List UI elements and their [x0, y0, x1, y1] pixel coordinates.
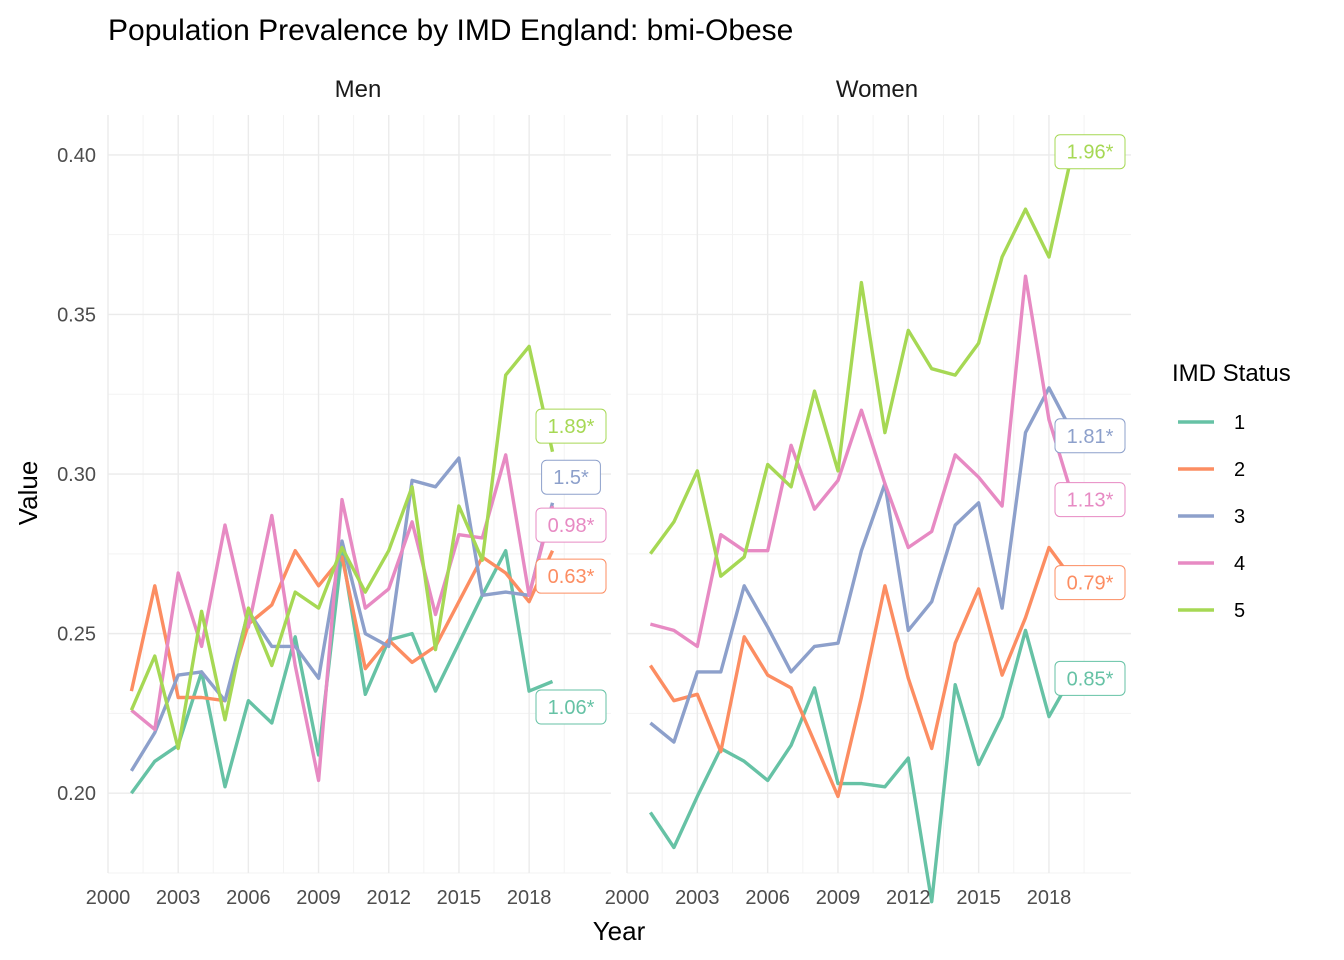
x-tick-label: 2018: [1027, 887, 1072, 909]
x-tick-label: 2000: [605, 887, 650, 909]
legend-label-5: 5: [1234, 600, 1245, 622]
x-tick-label: 2006: [745, 887, 790, 909]
x-tick-label: 2018: [507, 887, 552, 909]
annotation-box: [541, 459, 601, 495]
annotation-text: 0.63*: [548, 566, 595, 588]
annotation-text: 0.79*: [1067, 573, 1114, 595]
y-tick-label: 0.35: [57, 304, 96, 326]
x-tick-label: 2003: [156, 887, 201, 909]
chart-title: Population Prevalence by IMD England: bm…: [108, 14, 793, 47]
annotation-text: 0.98*: [548, 515, 595, 537]
series-line-5: [649, 151, 1075, 578]
legend-title: IMD Status: [1172, 360, 1291, 387]
y-axis-title: Value: [13, 461, 43, 526]
x-tick-label: 2003: [675, 887, 720, 909]
panel-women: 0.85* 0.79* 1.81* 1.13* 1.96*: [626, 115, 1131, 904]
legend-label-3: 3: [1234, 506, 1245, 528]
y-tick-label: 0.20: [57, 783, 96, 805]
annotation-label-5: 1.96*: [1054, 134, 1126, 170]
annotation-box: [1054, 418, 1126, 454]
y-tick-label: 0.40: [57, 145, 96, 167]
annotation-box: [535, 408, 607, 444]
annotation-text: 1.06*: [548, 697, 595, 719]
annotation-label-4: 1.13*: [1054, 482, 1126, 518]
series-line-2: [648, 545, 1074, 799]
annotation-label-3: 1.81*: [1054, 418, 1126, 454]
annotation-label-2: 0.79*: [1054, 565, 1126, 601]
annotation-box: [1054, 134, 1126, 170]
annotation-box: [1054, 565, 1126, 601]
y-axis-ticks: 0.20 0.25 0.30 0.35 0.40: [57, 145, 96, 805]
facet-strip-women: Women: [836, 76, 918, 103]
annotation-label-1: 1.06*: [535, 689, 607, 725]
legend-label-2: 2: [1234, 459, 1245, 481]
x-axis-title: Year: [593, 916, 646, 946]
annotation-text: 0.85*: [1067, 668, 1114, 690]
annotation-box: [535, 689, 607, 725]
x-axis-ticks: 2000 2003 2006 2009 2012 2015 2018 2000 2003 2006…: [86, 887, 1071, 909]
annotation-box: [535, 558, 607, 594]
series-line-5: [129, 344, 555, 751]
annotation-text: 1.96*: [1067, 142, 1114, 164]
x-tick-label: 2000: [86, 887, 131, 909]
x-tick-label: 2009: [296, 887, 341, 909]
annotation-label-4: 0.98*: [535, 507, 607, 543]
legend: IMD Status 1 2 3 4 5: [1172, 360, 1291, 622]
panel-men: 1.06* 0.63* 1.5* 0.98* 1.89*: [107, 115, 611, 874]
x-tick-label: 2015: [437, 887, 482, 909]
legend-label-4: 4: [1234, 553, 1245, 575]
y-tick-label: 0.25: [57, 624, 96, 646]
annotation-label-5: 1.89*: [535, 408, 607, 444]
annotation-box: [1054, 660, 1126, 696]
series-line-3: [649, 386, 1074, 744]
annotation-text: 1.5*: [553, 467, 589, 489]
facet-strip-men: Men: [335, 76, 382, 103]
x-tick-label: 2009: [816, 887, 861, 909]
annotation-box: [1054, 482, 1126, 518]
x-tick-label: 2006: [226, 887, 271, 909]
annotation-text: 1.81*: [1067, 426, 1114, 448]
series-line-4: [649, 274, 1075, 649]
annotation-label-1: 0.85*: [1054, 660, 1126, 696]
x-tick-label: 2012: [886, 887, 931, 909]
annotation-label-2: 0.63*: [535, 558, 607, 594]
series-line-3: [129, 456, 555, 772]
series-line-4: [130, 453, 555, 783]
x-tick-label: 2015: [956, 887, 1001, 909]
annotation-text: 1.89*: [548, 416, 595, 438]
annotation-label-3: 1.5*: [541, 459, 601, 495]
y-tick-label: 0.30: [57, 464, 96, 486]
x-tick-label: 2012: [366, 887, 411, 909]
annotation-text: 1.13*: [1067, 490, 1114, 512]
legend-label-1: 1: [1234, 412, 1245, 434]
annotation-box: [535, 507, 607, 543]
